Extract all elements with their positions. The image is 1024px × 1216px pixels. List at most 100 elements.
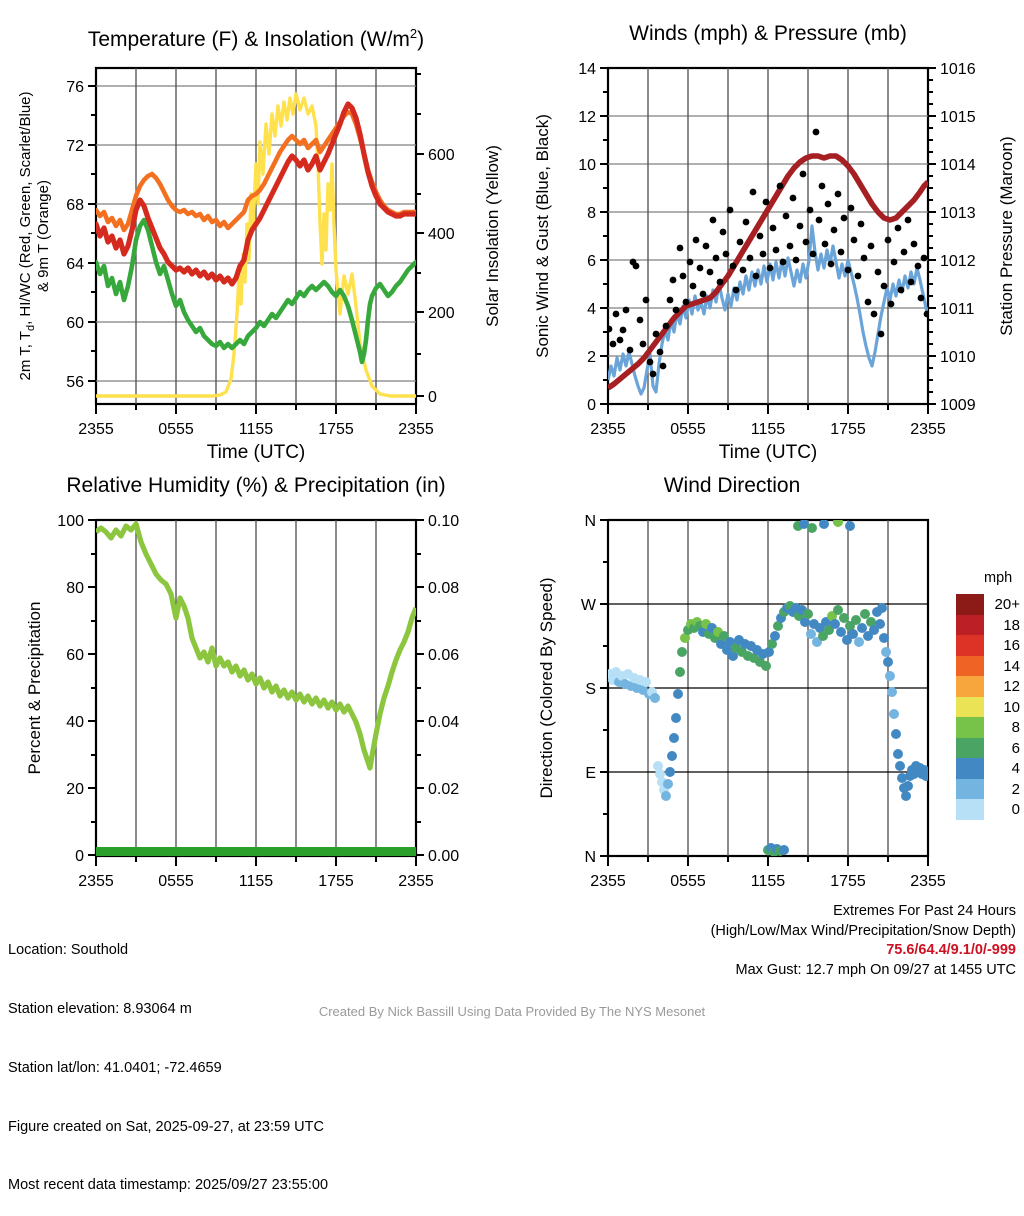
panel-temperature: Temperature (F) & Insolation (W/m2) 76 72… — [0, 14, 512, 474]
svg-text:1015: 1015 — [940, 109, 976, 126]
legend-label-14: 14 — [1003, 657, 1020, 675]
svg-text:76: 76 — [66, 79, 84, 96]
y-axis-left-label-line2: & 9m T (Orange) — [35, 180, 52, 292]
svg-text:1013: 1013 — [940, 205, 976, 222]
series-dewpoint — [96, 217, 416, 365]
legend-label-12: 12 — [1003, 678, 1020, 695]
panel-temperature-title-tail: ) — [417, 28, 425, 51]
gridlines-vertical — [135, 520, 377, 856]
y-axis-left-ticks: N W S E N — [581, 513, 597, 866]
x-tick-1: 0555 — [670, 421, 706, 438]
svg-text:0: 0 — [428, 389, 437, 406]
x-tick-2: 1155 — [751, 873, 786, 890]
y-tick-e: E — [585, 765, 596, 782]
x-tick-2: 1155 — [751, 421, 786, 438]
y-tick-n-bottom: N — [584, 849, 596, 866]
legend-band-14 — [956, 655, 984, 677]
y-axis-left-label: Direction (Colored By Speed) — [537, 577, 556, 798]
x-axis-ticks: 2355 0555 1155 1755 2355 — [590, 421, 946, 438]
svg-text:1016: 1016 — [940, 61, 976, 78]
series-station-pressure — [608, 153, 928, 391]
footer-latlon: Station lat/lon: 41.0401; -72.4659 — [8, 1059, 222, 1076]
series-gust-points — [608, 128, 928, 378]
y-axis-right-ticks: 600 400 200 0 — [428, 147, 455, 406]
y-axis-left-tickmarks — [88, 85, 96, 382]
y-axis-left-label: Percent & Precipitation — [25, 602, 44, 775]
x-tick-0: 2355 — [590, 873, 626, 890]
y-right-tick-5: 0.00 — [428, 848, 459, 865]
y-right-tick-3: 0.04 — [428, 714, 459, 731]
series-direction-points — [608, 520, 928, 856]
speed-colorbar-legend: mph 20+ 18 16 14 12 10 8 6 4 2 0 — [952, 570, 1024, 850]
panel-humidity: Relative Humidity (%) & Precipitation (i… — [0, 466, 512, 926]
x-tick-0: 2355 — [78, 421, 114, 438]
svg-text:0: 0 — [587, 397, 596, 414]
panel-temperature-title-main: Temperature (F) & Insolation (W/m — [87, 28, 410, 51]
x-tick-1: 0555 — [158, 421, 194, 438]
y-axis-left-tickmarks — [600, 519, 608, 857]
svg-text:72: 72 — [66, 138, 84, 155]
series-relative-humidity — [96, 521, 416, 771]
x-axis-label: Time (UTC) — [719, 442, 818, 463]
legend-label-10: 10 — [1003, 698, 1020, 716]
panel-temperature-title: Temperature (F) & Insolation (W/m2) — [0, 22, 512, 52]
y-axis-left-ticks: 76 72 68 64 60 56 — [66, 79, 84, 391]
x-tick-3: 1755 — [318, 421, 354, 438]
x-tick-1: 0555 — [670, 873, 706, 890]
svg-text:200: 200 — [428, 305, 455, 322]
x-tick-4: 2355 — [398, 421, 434, 438]
svg-text:68: 68 — [66, 197, 84, 214]
legend-band-12 — [956, 676, 984, 698]
series-2m-temperature — [96, 101, 416, 287]
legend-label-16: 16 — [1003, 637, 1020, 654]
svg-text:60: 60 — [66, 647, 84, 664]
footer-elevation: Station elevation: 8.93064 m — [8, 1000, 192, 1017]
x-tick-1: 0555 — [158, 873, 194, 890]
panel-temperature-plot: 76 72 68 64 60 56 600 400 200 0 — [17, 66, 502, 463]
svg-text:1011: 1011 — [940, 301, 975, 318]
svg-text:1012: 1012 — [940, 253, 976, 270]
svg-text:80: 80 — [66, 580, 84, 597]
svg-text:10: 10 — [578, 157, 596, 174]
svg-text:20: 20 — [66, 781, 84, 798]
y-axis-left-tickmarks — [600, 67, 608, 405]
legend-label-6: 6 — [1011, 739, 1020, 757]
y-axis-right-ticks: 1016 1015 1014 1013 1012 1011 1010 1009 — [940, 61, 976, 414]
y-axis-right-tickmarks — [416, 519, 424, 856]
y-axis-left-label: 2m T, Td, HI/WC (Red, Green, Scarlet/Blu… — [17, 92, 37, 381]
legend-label-2: 2 — [1011, 780, 1020, 798]
svg-text:4: 4 — [587, 301, 596, 318]
legend-band-6 — [956, 737, 984, 759]
legend-label-20plus: 20+ — [994, 596, 1020, 613]
svg-text:60: 60 — [66, 315, 84, 332]
x-tick-3: 1755 — [830, 421, 866, 438]
svg-text:14: 14 — [578, 61, 596, 78]
y-tick-n-top: N — [584, 513, 596, 530]
svg-text:12: 12 — [578, 109, 596, 126]
svg-text:6: 6 — [587, 253, 596, 270]
footer-location: Location: Southold — [8, 942, 129, 959]
footer-recent-timestamp: Most recent data timestamp: 2025/09/27 2… — [8, 1177, 329, 1194]
legend-band-4 — [956, 758, 984, 780]
y-axis-right-label: Solar Insolation (Yellow) — [483, 145, 502, 327]
x-axis-tickmarks — [95, 404, 417, 414]
svg-text:1014: 1014 — [940, 157, 976, 174]
svg-text:40: 40 — [66, 714, 84, 731]
svg-text:2: 2 — [587, 349, 596, 366]
y-axis-right-tickmarks — [416, 73, 424, 397]
panel-winds-title: Winds (mph) & Pressure (mb) — [629, 22, 907, 45]
svg-text:8: 8 — [587, 205, 596, 222]
svg-text:400: 400 — [428, 226, 455, 243]
y-axis-right-label: Station Pressure (Maroon) — [997, 136, 1016, 335]
x-tick-2: 1155 — [239, 421, 274, 438]
y-axis-left-label: Sonic Wind & Gust (Blue, Black) — [533, 114, 552, 358]
svg-text:0: 0 — [75, 848, 84, 865]
panel-wind-direction-title: Wind Direction — [663, 474, 801, 497]
footer-right: Extremes For Past 24 Hours (High/Low/Max… — [711, 902, 1016, 980]
panel-humidity-title: Relative Humidity (%) & Precipitation (i… — [66, 474, 446, 497]
legend-title: mph — [984, 570, 1013, 586]
y-tick-s: S — [585, 681, 596, 698]
footer-credit: Created By Nick Bassill Using Data Provi… — [318, 1004, 706, 1019]
legend-band-8 — [956, 717, 984, 739]
y-axis-right-tickmarks — [928, 67, 936, 405]
